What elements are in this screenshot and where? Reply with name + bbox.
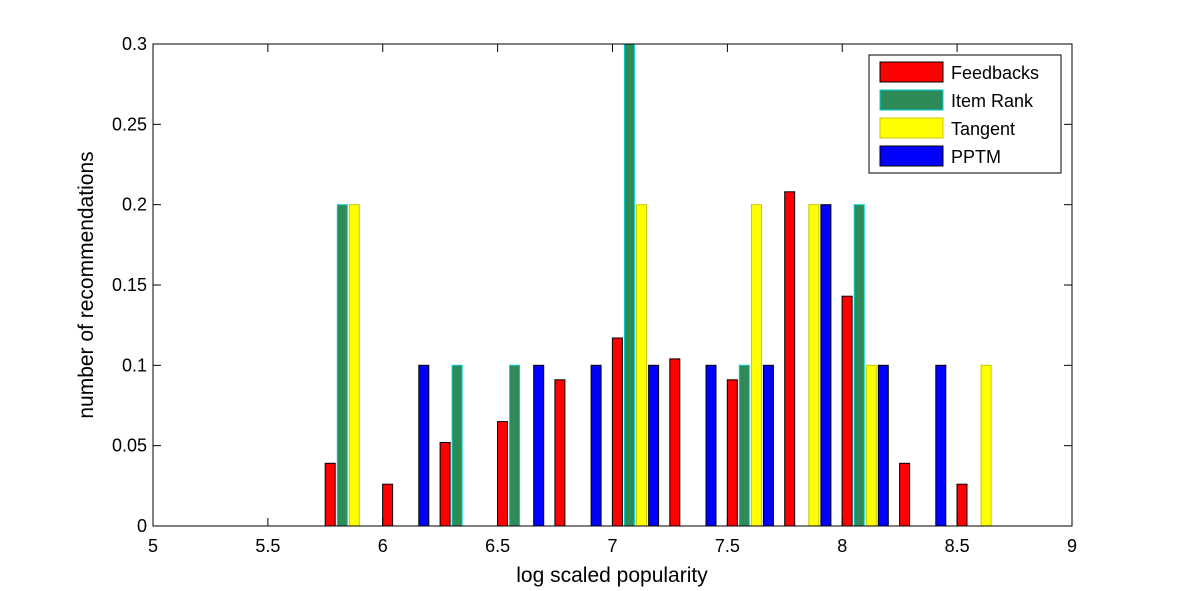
legend-label-feedbacks: Feedbacks (951, 63, 1039, 83)
y-tick-label: 0.15 (112, 275, 147, 295)
legend-swatch-feedbacks (879, 61, 944, 83)
x-tick-label: 8 (837, 536, 847, 556)
bar-feedbacks (726, 379, 738, 527)
bar-feedbacks (784, 191, 796, 527)
x-axis-ticks: 5 5.5 6 6.5 7 7.5 8 8.5 9 (148, 44, 1077, 556)
legend-swatch-pptm (879, 145, 944, 167)
bar-tangent (750, 204, 762, 527)
bar-item-rank (451, 364, 463, 527)
bar-feedbacks (554, 379, 566, 527)
y-tick-label: 0.2 (122, 195, 147, 215)
x-tick-label: 7.5 (715, 536, 740, 556)
bar-item-rank (738, 364, 750, 527)
x-tick-label: 6.5 (485, 536, 510, 556)
bar-feedbacks (956, 483, 968, 527)
y-axis-ticks: 0 0.05 0.1 0.15 0.2 0.25 0.3 (112, 34, 1072, 536)
y-tick-label: 0.05 (112, 436, 147, 456)
bar-tangent (636, 204, 647, 527)
bar-pptm (820, 204, 832, 527)
bar-feedbacks (439, 442, 451, 527)
bar-item-rank (853, 204, 865, 527)
bar-pptm (705, 364, 717, 527)
legend-label-pptm: PPTM (951, 147, 1001, 167)
x-tick-label: 5.5 (255, 536, 280, 556)
legend-swatch-item-rank (879, 89, 944, 111)
bar-pptm (590, 364, 602, 527)
legend: Feedbacks Item Rank Tangent PPTM (868, 54, 1062, 174)
bar-pptm (762, 364, 774, 527)
x-tick-label: 8.5 (945, 536, 970, 556)
bar-feedbacks (841, 295, 853, 527)
bar-feedbacks (382, 483, 394, 527)
legend-label-tangent: Tangent (951, 119, 1015, 139)
x-tick-label: 5 (148, 536, 158, 556)
y-tick-label: 0.3 (122, 34, 147, 54)
bar-tangent (808, 204, 820, 527)
legend-label-item-rank: Item Rank (951, 91, 1034, 111)
y-tick-label: 0.1 (122, 355, 147, 375)
bar-pptm (935, 364, 947, 527)
bar-tangent (980, 364, 992, 527)
bar-item-rank (509, 364, 521, 527)
x-tick-label: 6 (378, 536, 388, 556)
x-tick-label: 9 (1067, 536, 1077, 556)
bar-tangent (348, 204, 360, 527)
bar-feedbacks (669, 358, 681, 527)
bar-feedbacks (899, 462, 911, 527)
legend-swatch-tangent (879, 117, 944, 139)
bar-pptm (533, 364, 545, 527)
bar-pptm (648, 364, 660, 527)
x-tick-label: 7 (607, 536, 617, 556)
bar-feedbacks (497, 421, 508, 527)
bar-feedbacks (324, 462, 336, 527)
x-axis-label: log scaled popularity (516, 564, 708, 587)
bar-tangent (865, 364, 877, 527)
y-axis-label: number of recommendations (75, 151, 98, 418)
y-tick-label: 0.25 (112, 114, 147, 134)
bar-pptm (418, 364, 430, 527)
bar-item-rank (623, 43, 635, 527)
bar-item-rank (336, 204, 348, 527)
bar-feedbacks (611, 337, 623, 527)
y-tick-label: 0 (137, 516, 147, 536)
bar-pptm (877, 364, 889, 527)
